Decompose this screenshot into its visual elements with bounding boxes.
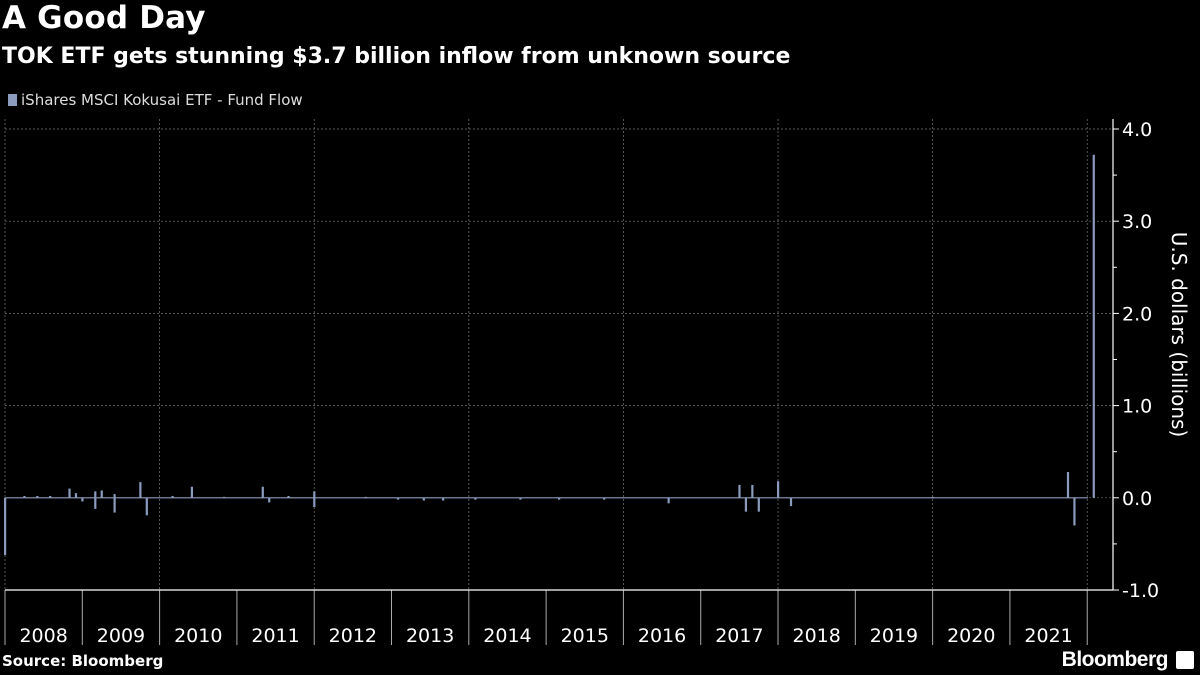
bar	[519, 497, 522, 500]
y-tick-label: 3.0	[1122, 211, 1152, 233]
bar	[442, 497, 445, 501]
bar	[738, 484, 741, 498]
y-tick-label: 1.0	[1122, 396, 1152, 418]
bar	[777, 481, 780, 498]
x-tick-label: 2014	[483, 625, 531, 647]
bar	[223, 496, 226, 498]
y-tick-label: -1.0	[1122, 580, 1159, 602]
x-tick-label: 2010	[174, 625, 222, 647]
chart-subtitle: TOK ETF gets stunning $3.7 billion inflo…	[2, 44, 791, 69]
bar	[603, 497, 606, 500]
y-tick-label: 0.0	[1122, 488, 1152, 510]
bar	[931, 496, 934, 498]
bar	[113, 497, 116, 513]
bar	[100, 490, 103, 498]
bar	[789, 497, 793, 507]
x-tick-label: 2018	[792, 625, 840, 647]
bar	[171, 495, 174, 498]
bar	[94, 497, 97, 509]
bar	[74, 493, 78, 498]
y-axis-label: U.S. dollars (billions)	[1167, 232, 1191, 438]
bar	[49, 495, 52, 498]
bar	[4, 497, 7, 555]
bar	[396, 497, 400, 500]
legend: iShares MSCI Kokusai ETF - Fund Flow	[8, 91, 303, 109]
bar	[36, 495, 39, 498]
source-note: Source: Bloomberg	[2, 652, 164, 670]
bar	[313, 491, 316, 498]
bar	[23, 495, 26, 498]
x-tick-label: 2019	[870, 625, 918, 647]
bar	[1066, 471, 1070, 498]
bar	[757, 497, 760, 512]
bar	[751, 484, 754, 498]
bar	[364, 496, 367, 498]
bar	[558, 497, 561, 500]
x-tick-label: 2020	[947, 625, 995, 647]
bar	[287, 495, 290, 498]
x-tick-label: 2021	[1024, 625, 1072, 647]
bar	[744, 497, 748, 512]
y-tick-label: 2.0	[1122, 303, 1152, 325]
bar	[81, 497, 84, 502]
bar	[1073, 497, 1076, 526]
bar	[313, 497, 316, 508]
bar	[94, 491, 97, 498]
bloomberg-icon	[1176, 651, 1194, 669]
x-tick-label: 2016	[638, 625, 686, 647]
x-tick-label: 2009	[97, 625, 145, 647]
bar	[261, 486, 264, 498]
x-tick-label: 2008	[19, 625, 67, 647]
legend-swatch	[8, 94, 17, 106]
bar	[68, 488, 71, 498]
chart-title: A Good Day	[2, 0, 206, 36]
x-tick-label: 2015	[561, 625, 609, 647]
bar	[474, 497, 477, 500]
bar	[667, 497, 670, 504]
bar	[422, 497, 425, 501]
x-tick-label: 2013	[406, 625, 454, 647]
bar	[113, 494, 116, 498]
bar	[1092, 154, 1095, 498]
x-tick-label: 2017	[715, 625, 763, 647]
brand-logo: Bloomberg	[1061, 648, 1169, 671]
bar	[268, 497, 271, 503]
bar	[190, 486, 194, 498]
bar	[139, 482, 142, 498]
bar	[145, 497, 148, 516]
x-tick-label: 2011	[251, 625, 299, 647]
legend-label: iShares MSCI Kokusai ETF - Fund Flow	[21, 91, 303, 109]
x-tick-label: 2012	[329, 625, 377, 647]
y-tick-label: 4.0	[1122, 119, 1152, 141]
